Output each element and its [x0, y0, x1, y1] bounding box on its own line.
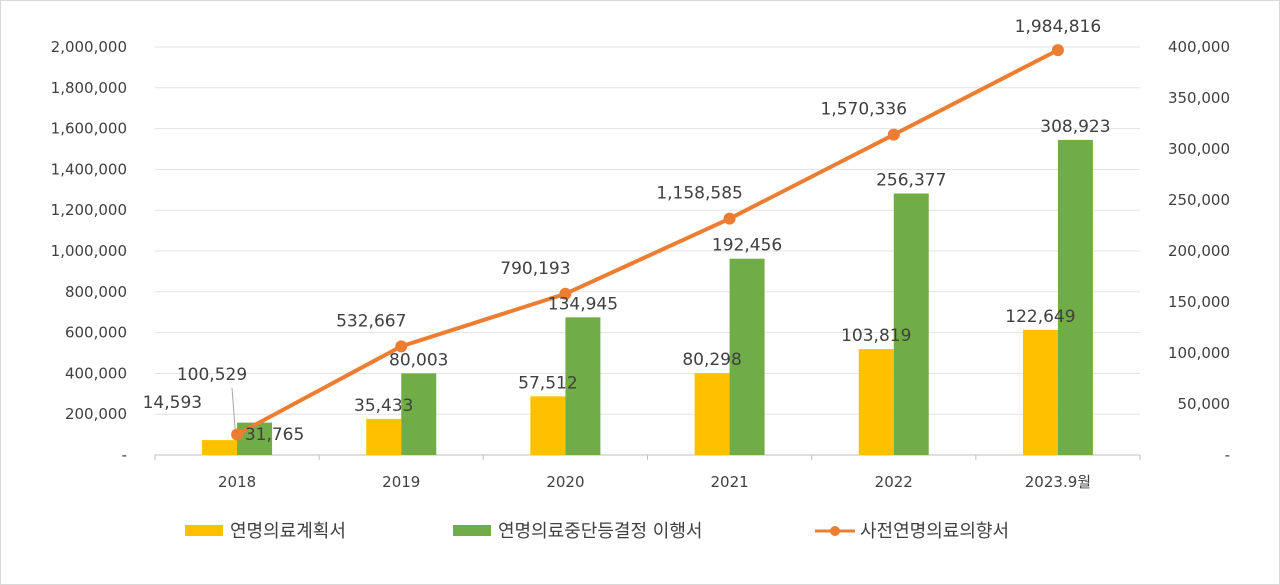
legend-swatch-plan: [185, 525, 223, 536]
series-line-advance-directive: [236, 48, 1059, 437]
bar-data-label: 134,945: [548, 294, 618, 314]
left-axis-tick-label: 400,000: [65, 364, 127, 382]
x-axis-tick-label: 2023.9월: [1025, 473, 1091, 491]
line-data-label: 1,984,816: [1015, 17, 1102, 37]
line-data-label: 100,529: [177, 365, 247, 385]
left-axis-tick-label: 200,000: [65, 405, 127, 423]
x-axis-tick-label: 2022: [875, 473, 913, 491]
left-axis-tick-label: 1,600,000: [51, 120, 127, 138]
bar-data-label: 14,593: [143, 393, 202, 413]
leader-line: [231, 387, 236, 429]
left-axis-tick-label: 600,000: [65, 324, 127, 342]
bar-plan: [1022, 329, 1058, 455]
bar-data-label: 256,377: [876, 170, 946, 190]
x-axis-tick-label: 2018: [218, 473, 256, 491]
line-point: [887, 128, 900, 141]
bar-data-label: 192,456: [712, 236, 782, 256]
bar-decision: [565, 317, 601, 455]
line-point: [559, 287, 572, 300]
bar-data-label: 308,923: [1040, 117, 1110, 137]
bar-data-label: 80,298: [682, 350, 741, 370]
right-axis-tick-label: 150,000: [1168, 293, 1230, 311]
bar-decision: [401, 373, 437, 455]
bar-plan: [858, 349, 894, 455]
right-axis-tick-label: 200,000: [1168, 242, 1230, 260]
line-data-label: 1,570,336: [820, 100, 907, 120]
left-axis-tick-label: 1,400,000: [51, 160, 127, 178]
bar-decision: [729, 258, 765, 455]
legend-swatch-decision: [453, 525, 491, 536]
legend-label-decision: 연명의료중단등결정 이행서: [498, 521, 702, 542]
left-axis-tick-label: 1,800,000: [51, 79, 127, 97]
line-point: [723, 212, 736, 225]
right-axis-tick-label: 50,000: [1178, 395, 1231, 413]
bar-data-label: 80,003: [389, 350, 448, 370]
right-axis-tick-label: 100,000: [1168, 344, 1230, 362]
right-axis-tick-label: 400,000: [1168, 38, 1230, 56]
bar-plan: [694, 373, 730, 455]
line-point: [231, 428, 244, 441]
line-data-label: 790,193: [500, 259, 570, 279]
bar-data-label: 122,649: [1005, 307, 1075, 327]
bar-plan: [202, 440, 238, 455]
bar-decision: [1057, 139, 1093, 455]
bar-decision: [237, 422, 273, 455]
right-axis-tick-label: 300,000: [1168, 140, 1230, 158]
left-axis-tick-label: 2,000,000: [51, 38, 127, 56]
line-point: [1051, 44, 1064, 57]
x-axis-tick-label: 2020: [546, 473, 584, 491]
line-data-label: 532,667: [336, 311, 406, 331]
left-axis-tick-label: 800,000: [65, 283, 127, 301]
bar-plan: [530, 396, 566, 455]
legend-label-advance-directive: 사전연명의료의향서: [860, 521, 1009, 542]
bar-plan: [366, 418, 402, 455]
line-data-label: 1,158,585: [656, 184, 743, 204]
left-axis-tick-label: -: [122, 446, 127, 464]
legend-marker: [830, 526, 840, 536]
right-axis-tick-label: -: [1225, 446, 1230, 464]
left-axis-tick-label: 1,200,000: [51, 201, 127, 219]
legend-label-plan: 연명의료계획서: [230, 521, 346, 542]
right-axis-tick-label: 250,000: [1168, 191, 1230, 209]
x-axis-tick-label: 2021: [710, 473, 748, 491]
left-axis-tick-label: 1,000,000: [51, 242, 127, 260]
bar-data-label: 57,512: [518, 373, 577, 393]
bar-data-label: 35,433: [354, 396, 413, 416]
line-point: [395, 340, 408, 353]
bar-decision: [893, 193, 929, 455]
right-axis-tick-label: 350,000: [1168, 89, 1230, 107]
bar-data-label: 103,819: [841, 326, 911, 346]
bar-data-label: 31,765: [245, 425, 304, 445]
x-axis-tick-label: 2019: [382, 473, 420, 491]
